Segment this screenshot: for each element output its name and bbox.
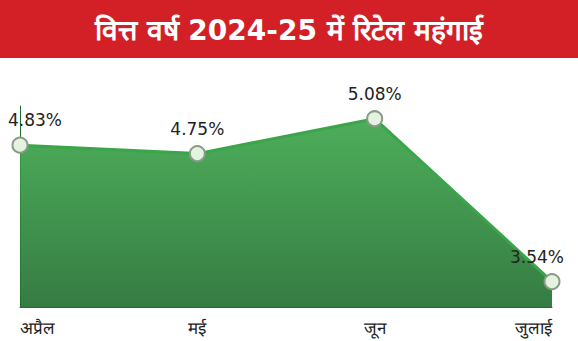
html-text:वित्त वर्ष 2024-25 में रिटेल म: वित्त वर्ष 2024-25 में रिटेल महंगाई	[94, 14, 484, 47]
svg-text:मई: मई	[188, 318, 207, 338]
svg-text:5.08%: 5.08%	[348, 84, 402, 104]
svg-text:अप्रैल: अप्रैल	[20, 318, 55, 338]
svg-text:4.83%: 4.83%	[8, 110, 62, 130]
svg-text:जून: जून	[364, 318, 387, 339]
svg-text:3.54%: 3.54%	[510, 247, 564, 267]
svg-text:जुलाई: जुलाई	[515, 318, 553, 339]
svg-text:4.75%: 4.75%	[170, 119, 224, 139]
